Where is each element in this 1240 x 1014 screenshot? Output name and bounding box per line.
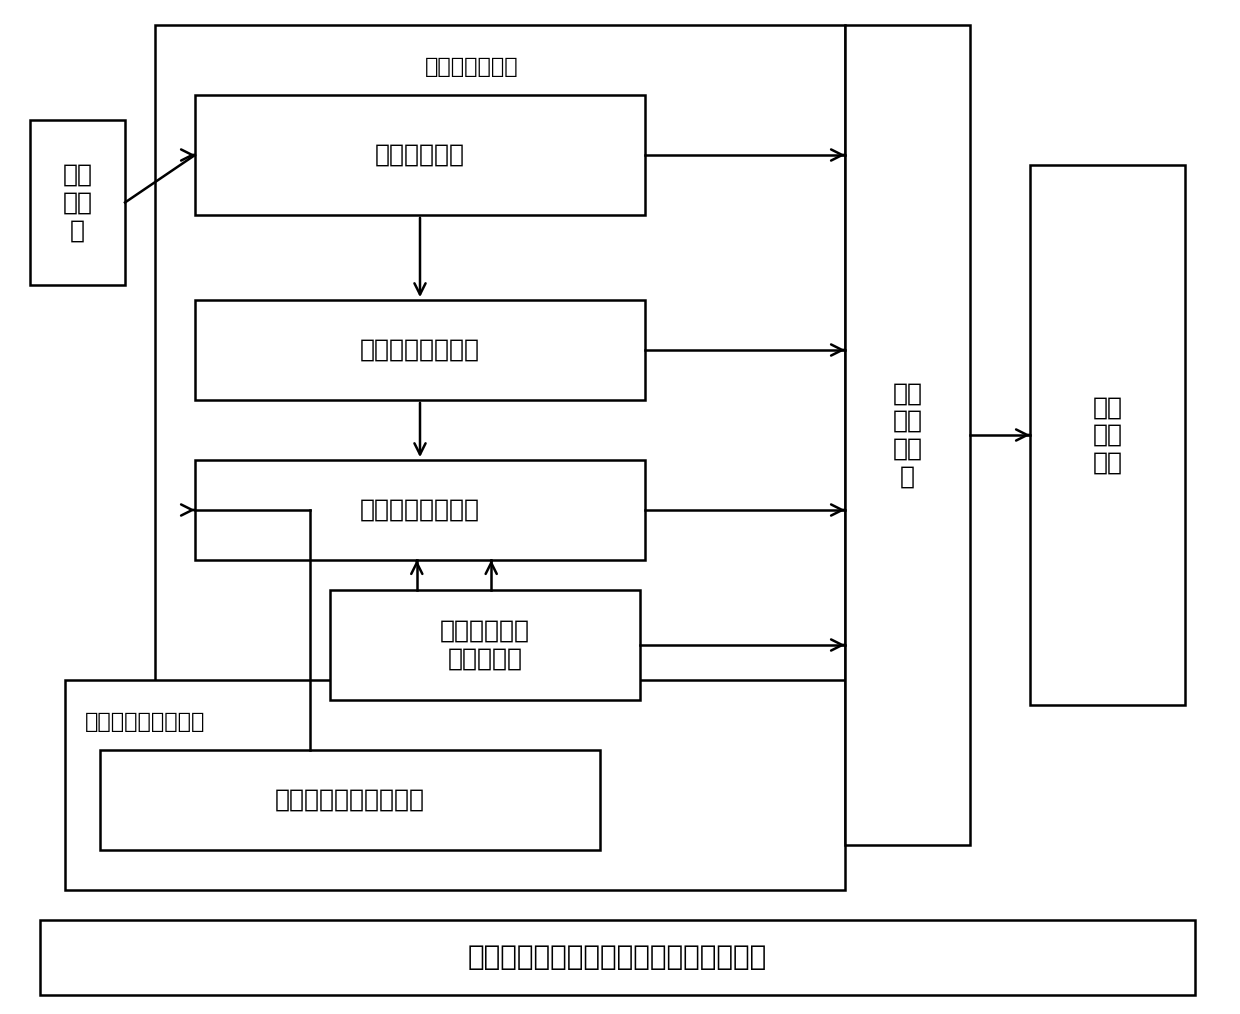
Text: 测温
传感
器: 测温 传感 器 — [62, 162, 93, 242]
Bar — [100, 750, 600, 850]
Text: 控温周期调整模块: 控温周期调整模块 — [360, 338, 480, 362]
Text: 热控
实施
模块: 热控 实施 模块 — [1092, 395, 1122, 475]
Bar — [195, 460, 645, 560]
Bar — [40, 920, 1195, 995]
Bar — [195, 300, 645, 400]
Bar — [330, 590, 640, 700]
Text: 温度偏差反馈：: 温度偏差反馈： — [425, 57, 518, 77]
Text: 电加
热驱
动模
块: 电加 热驱 动模 块 — [893, 381, 923, 489]
Bar — [155, 25, 844, 735]
Text: 反馈控制和顺馈补偿结合的复合控温系统: 反馈控制和顺馈补偿结合的复合控温系统 — [467, 943, 768, 971]
Bar — [30, 120, 125, 285]
Text: 外热流内热源加权模块: 外热流内热源加权模块 — [275, 788, 425, 812]
Text: 温度测量模块: 温度测量模块 — [374, 143, 465, 167]
Bar — [1030, 165, 1185, 705]
Bar — [844, 25, 970, 845]
Text: 可分辨加热时
间设置模块: 可分辨加热时 间设置模块 — [440, 620, 529, 671]
Text: 加热时间控制模块: 加热时间控制模块 — [360, 498, 480, 522]
Text: 外热流内热源顺馈：: 外热流内热源顺馈： — [86, 712, 206, 732]
Bar — [195, 95, 645, 215]
Bar — [64, 680, 844, 890]
